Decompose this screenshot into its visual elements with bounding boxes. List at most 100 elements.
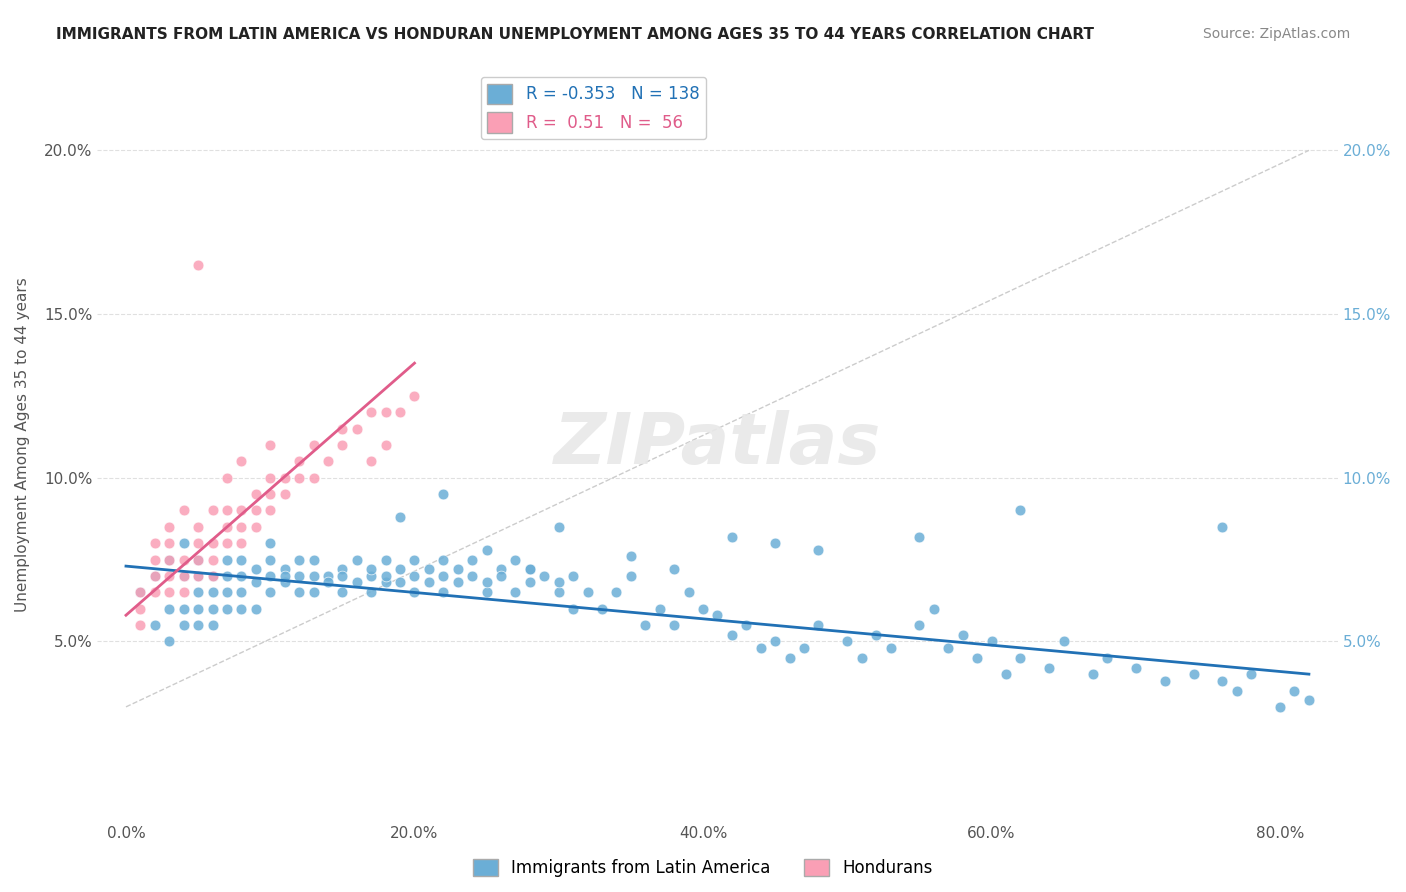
Point (187, 569, 209, 583)
Point (389, 562, 412, 576)
Point (475, 575, 498, 590)
Point (273, 562, 295, 576)
Point (288, 569, 311, 583)
Point (187, 601, 209, 615)
Point (908, 618, 931, 632)
Point (187, 585, 209, 599)
Point (360, 454, 382, 468)
Legend: Immigrants from Latin America, Hondurans: Immigrants from Latin America, Hondurans (467, 852, 939, 884)
Point (807, 618, 830, 632)
Point (143, 569, 166, 583)
Point (302, 552, 325, 566)
Point (562, 569, 585, 583)
Point (231, 552, 253, 566)
Point (245, 503, 267, 517)
Point (952, 628, 974, 642)
Point (418, 562, 440, 576)
Point (648, 601, 671, 615)
Point (201, 536, 224, 550)
Point (346, 422, 368, 436)
Point (173, 585, 195, 599)
Point (1038, 660, 1060, 674)
Point (215, 503, 238, 517)
Point (143, 585, 166, 599)
Point (1010, 503, 1032, 517)
Point (374, 569, 396, 583)
Point (922, 601, 945, 615)
Point (187, 569, 209, 583)
Point (273, 487, 295, 501)
Point (231, 569, 253, 583)
Point (215, 569, 238, 583)
Point (215, 520, 238, 534)
Point (1095, 650, 1118, 665)
Point (721, 530, 744, 544)
Point (259, 552, 281, 566)
Point (231, 585, 253, 599)
Point (173, 552, 195, 566)
Point (1211, 673, 1233, 688)
Point (1125, 660, 1147, 674)
Point (389, 405, 412, 419)
Point (706, 608, 728, 623)
Point (288, 552, 311, 566)
Point (245, 487, 267, 501)
Point (360, 569, 382, 583)
Point (129, 585, 152, 599)
Point (662, 618, 685, 632)
Point (157, 536, 180, 550)
Point (519, 562, 541, 576)
Point (489, 562, 512, 576)
Point (259, 487, 281, 501)
Point (231, 601, 253, 615)
Point (187, 536, 209, 550)
Point (374, 405, 396, 419)
Point (215, 601, 238, 615)
Point (143, 569, 166, 583)
Point (562, 601, 585, 615)
Legend: R = -0.353   N = 138, R =  0.51   N =  56: R = -0.353 N = 138, R = 0.51 N = 56 (481, 77, 706, 139)
Point (288, 585, 311, 599)
Point (591, 601, 613, 615)
Point (231, 454, 253, 468)
Point (418, 575, 440, 590)
Point (447, 562, 470, 576)
Point (187, 552, 209, 566)
Point (547, 585, 569, 599)
Point (332, 562, 354, 576)
Point (461, 552, 484, 566)
Point (201, 601, 224, 615)
Point (432, 585, 454, 599)
Point (157, 569, 180, 583)
Point (461, 569, 484, 583)
Point (157, 601, 180, 615)
Point (936, 640, 959, 655)
Point (231, 520, 253, 534)
Point (1053, 634, 1076, 648)
Point (231, 536, 253, 550)
Point (678, 585, 700, 599)
Point (259, 471, 281, 485)
Point (215, 471, 238, 485)
Point (302, 471, 325, 485)
Point (749, 640, 772, 655)
Point (259, 585, 281, 599)
Point (980, 634, 1002, 648)
Point (157, 585, 180, 599)
Point (763, 536, 786, 550)
Point (432, 552, 454, 566)
Point (173, 536, 195, 550)
Point (157, 520, 180, 534)
Point (404, 389, 426, 403)
Point (245, 575, 267, 590)
Point (288, 471, 311, 485)
Point (332, 585, 354, 599)
Point (620, 549, 643, 564)
Point (966, 650, 988, 665)
Point (533, 569, 555, 583)
Point (1226, 683, 1249, 698)
Point (273, 575, 295, 590)
Point (302, 438, 325, 452)
Point (620, 569, 643, 583)
Point (389, 575, 412, 590)
